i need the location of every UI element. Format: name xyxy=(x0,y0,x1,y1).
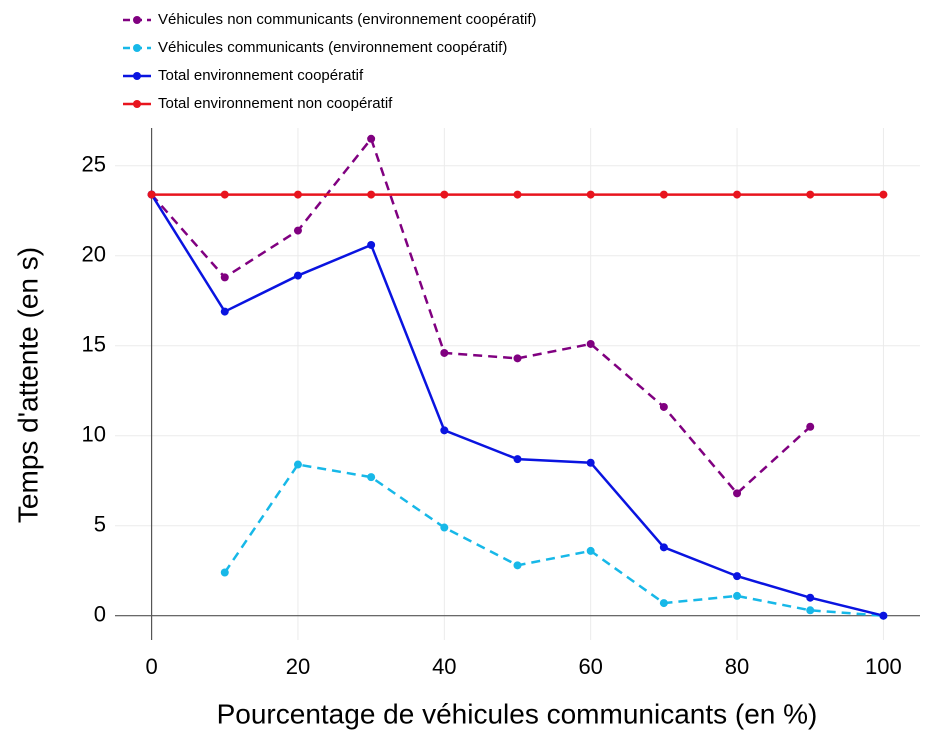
data-point xyxy=(586,190,595,199)
x-tick-label: 100 xyxy=(865,654,902,679)
legend-label: Véhicules communicants (environnement co… xyxy=(158,39,507,56)
data-point xyxy=(586,546,595,555)
data-point xyxy=(293,226,302,235)
x-tick-label: 80 xyxy=(725,654,749,679)
y-tick-label: 25 xyxy=(82,152,106,177)
legend-label: Véhicules non communicants (environnemen… xyxy=(158,11,537,28)
data-point xyxy=(367,134,376,143)
x-axis-label: Pourcentage de véhicules communicants (e… xyxy=(217,698,818,729)
y-tick-label: 15 xyxy=(82,332,106,357)
data-point xyxy=(440,426,449,435)
data-point xyxy=(733,190,742,199)
data-point xyxy=(806,606,815,615)
data-point xyxy=(659,543,668,552)
x-tick-label: 60 xyxy=(578,654,602,679)
data-point xyxy=(659,599,668,608)
series-line xyxy=(223,463,884,617)
data-point xyxy=(586,458,595,467)
data-point xyxy=(293,271,302,280)
data-point xyxy=(220,273,229,282)
data-point xyxy=(586,339,595,348)
data-point xyxy=(220,307,229,316)
data-point xyxy=(293,460,302,469)
series-line xyxy=(150,136,812,496)
data-point xyxy=(806,593,815,602)
data-point xyxy=(367,473,376,482)
data-point xyxy=(879,190,888,199)
data-point xyxy=(879,611,888,620)
series-line xyxy=(150,193,884,617)
data-point xyxy=(733,489,742,498)
data-point xyxy=(659,402,668,411)
legend-dot xyxy=(133,44,141,52)
data-point xyxy=(440,348,449,357)
legend-dot xyxy=(133,72,141,80)
y-axis-label: Temps d'attente (en s) xyxy=(12,247,43,523)
y-tick-label: 20 xyxy=(82,242,106,267)
legend-label: Total environnement non coopératif xyxy=(158,95,393,112)
x-tick-label: 40 xyxy=(432,654,456,679)
data-point xyxy=(806,422,815,431)
data-point xyxy=(440,523,449,532)
data-point xyxy=(220,190,229,199)
legend-label: Total environnement coopératif xyxy=(158,67,364,84)
x-tick-label: 20 xyxy=(286,654,310,679)
data-point xyxy=(513,190,522,199)
y-tick-label: 0 xyxy=(94,602,106,627)
x-tick-label: 0 xyxy=(145,654,157,679)
data-point xyxy=(367,190,376,199)
y-tick-label: 10 xyxy=(82,422,106,447)
data-point xyxy=(513,561,522,570)
legend-dot xyxy=(133,16,141,24)
data-point xyxy=(659,190,668,199)
data-point xyxy=(733,591,742,600)
data-point xyxy=(147,190,156,199)
data-point xyxy=(513,455,522,464)
legend-dot xyxy=(133,100,141,108)
y-tick-label: 5 xyxy=(94,512,106,537)
data-point xyxy=(733,572,742,581)
data-point xyxy=(806,190,815,199)
data-point xyxy=(220,568,229,577)
data-point xyxy=(440,190,449,199)
data-point xyxy=(367,240,376,249)
data-point xyxy=(513,354,522,363)
data-point xyxy=(293,190,302,199)
